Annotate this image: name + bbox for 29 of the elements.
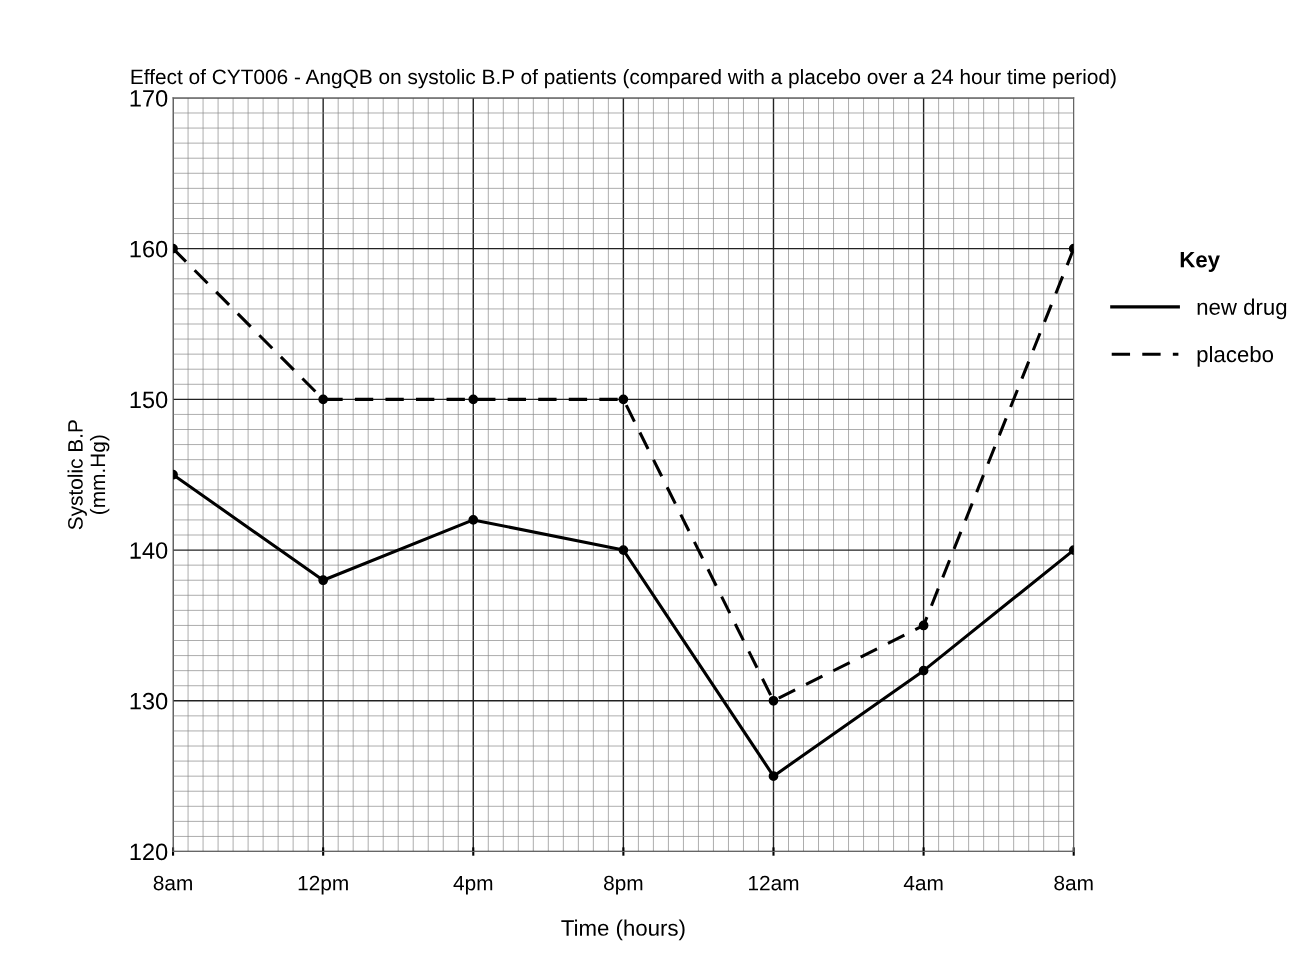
- point: [468, 394, 479, 405]
- x-tick-label: 4pm: [453, 875, 493, 895]
- point: [618, 545, 629, 555]
- point: [768, 771, 779, 782]
- point: [918, 620, 929, 631]
- y-axis-title: Systolic B.P (mm.Hg): [67, 420, 110, 530]
- x-tick-label: 12pm: [298, 875, 348, 895]
- y-tick-label: 170: [130, 89, 168, 107]
- legend-label: new drug: [1197, 298, 1287, 320]
- chart-title: Effect of CYT006 - AngQB on systolic B.P of patients (compared with a placebo over a 24 hour time period): [131, 68, 1116, 89]
- x-tick-label: 4am: [903, 875, 943, 891]
- point: [618, 394, 629, 405]
- point: [318, 394, 329, 405]
- y-tick-label: 130: [130, 692, 168, 710]
- x-tick-label: 8pm: [604, 875, 643, 895]
- y-tick-label: 150: [130, 391, 168, 409]
- x-tick-label: 8am: [1054, 875, 1093, 891]
- y-tick-label: 120: [130, 843, 168, 861]
- y-tick-label: 140: [130, 542, 168, 559]
- x-tick-label: 12am: [749, 875, 799, 891]
- legend-label: placebo: [1197, 345, 1274, 367]
- point: [318, 575, 329, 586]
- legend-title: Key: [1180, 252, 1220, 272]
- y-tick-label: 160: [130, 240, 168, 258]
- x-axis-title: Time (hours): [561, 919, 685, 941]
- point: [768, 695, 779, 706]
- point: [918, 665, 929, 676]
- x-tick-label: 8am: [153, 875, 192, 891]
- point: [468, 515, 479, 525]
